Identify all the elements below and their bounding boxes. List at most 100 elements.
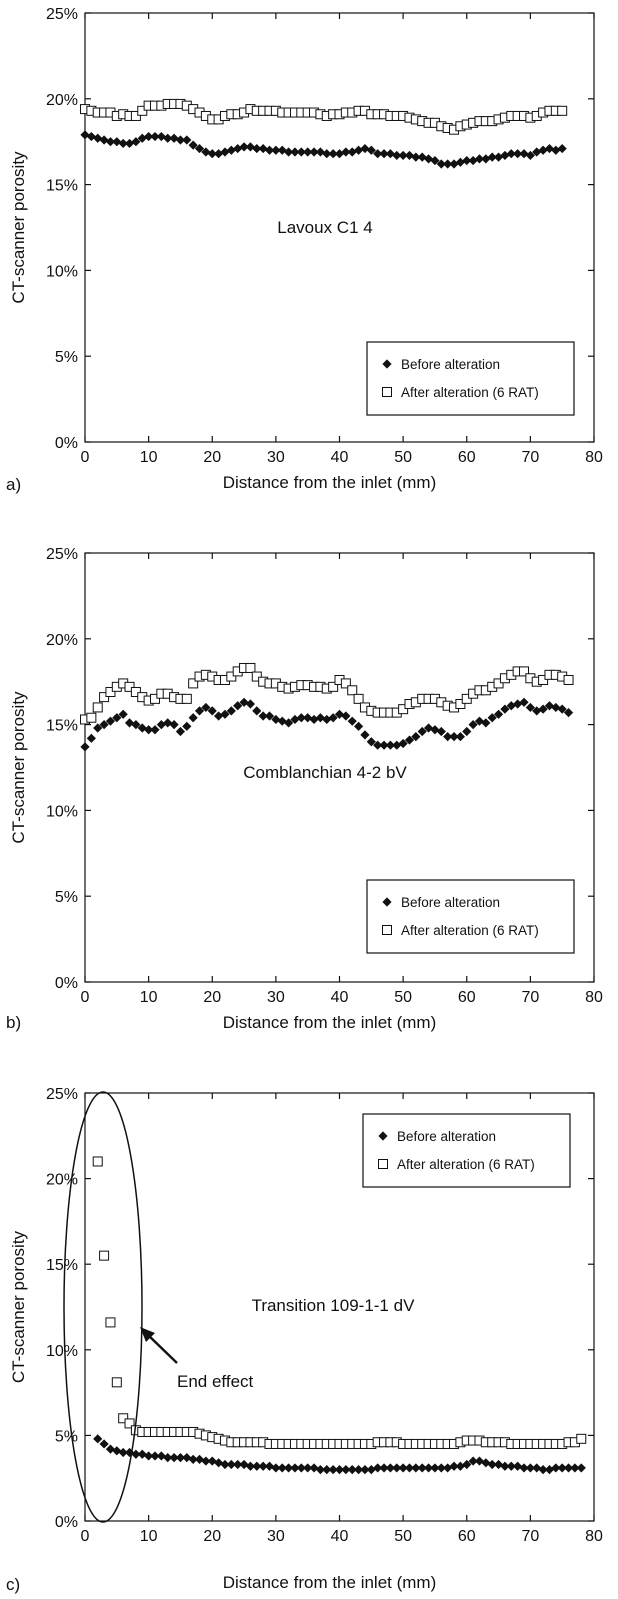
data-point-before: [513, 149, 523, 159]
data-point-before: [112, 713, 122, 723]
data-point-before: [252, 706, 262, 716]
data-point-after: [538, 674, 549, 685]
y-tick-label: 10%: [46, 1343, 78, 1360]
x-tick-label: 80: [585, 449, 603, 466]
legend-label: Before alteration: [397, 1129, 496, 1144]
data-point-before: [226, 145, 236, 155]
data-point-before: [277, 1463, 287, 1473]
data-point-before: [214, 1458, 224, 1468]
data-point-before: [398, 150, 408, 161]
y-tick-label: 20%: [46, 92, 78, 109]
data-point-before: [532, 706, 542, 716]
data-point-before: [373, 1463, 383, 1473]
data-point-after: [557, 105, 568, 116]
data-point-after: [188, 678, 199, 689]
data-point-before: [417, 726, 427, 737]
data-point-before: [131, 720, 141, 730]
data-point-before: [303, 1463, 313, 1473]
x-tick-label: 20: [203, 1528, 221, 1545]
data-point-before: [544, 143, 555, 154]
data-point-before: [233, 1459, 243, 1470]
data-point-before: [252, 143, 262, 154]
data-point-before: [93, 723, 103, 733]
data-point-before: [353, 1465, 364, 1475]
data-point-before: [506, 1461, 516, 1471]
series-after-alteration: [80, 662, 574, 725]
data-point-before: [137, 133, 147, 143]
data-point-before: [284, 1463, 294, 1473]
data-point-before: [353, 145, 364, 155]
data-point-before: [80, 130, 90, 140]
end-effect-label: End effect: [177, 1372, 254, 1391]
data-point-before: [99, 135, 109, 145]
data-point-before: [398, 1463, 408, 1473]
data-point-before: [137, 723, 147, 733]
data-point-before: [417, 152, 427, 162]
data-point-before: [156, 720, 166, 730]
data-point-before: [105, 137, 116, 147]
data-point-before: [385, 149, 395, 159]
data-point-after: [99, 1250, 110, 1261]
legend-marker-square: [382, 387, 392, 397]
legend-label: Before alteration: [401, 895, 500, 910]
data-point-before: [86, 733, 96, 743]
data-point-before: [163, 133, 173, 143]
data-point-after: [181, 693, 192, 704]
data-point-before: [315, 1465, 326, 1475]
data-point-before: [194, 143, 205, 154]
data-point-before: [233, 701, 243, 711]
legend-box: [366, 879, 575, 954]
x-tick-label: 30: [267, 449, 285, 466]
data-point-after: [149, 693, 160, 704]
data-point-before: [112, 137, 122, 147]
data-point-before: [239, 142, 249, 152]
data-point-before: [334, 1465, 345, 1475]
data-point-before: [360, 1465, 370, 1475]
x-tick-label: 70: [521, 449, 539, 466]
data-point-after: [130, 110, 141, 121]
data-point-before: [379, 149, 389, 159]
x-tick-label: 40: [331, 989, 349, 1006]
legend-box: [362, 1113, 571, 1188]
data-point-before: [366, 1465, 376, 1475]
data-point-before: [233, 143, 243, 154]
data-point-before: [462, 1459, 472, 1470]
data-point-before: [144, 1451, 154, 1461]
panel-label: b): [6, 1013, 21, 1032]
x-tick-label: 0: [81, 1528, 90, 1545]
data-point-before: [493, 1459, 504, 1470]
data-point-before: [271, 1463, 281, 1473]
x-tick-label: 50: [394, 989, 412, 1006]
data-point-before: [163, 718, 173, 728]
data-point-before: [449, 1461, 459, 1471]
data-point-before: [487, 713, 497, 723]
series-before-alteration: [93, 1434, 586, 1475]
x-tick-label: 60: [458, 1528, 476, 1545]
data-point-before: [207, 1456, 217, 1466]
data-point-before: [481, 1458, 491, 1468]
data-point-before: [277, 145, 287, 155]
data-point-before: [513, 699, 523, 709]
chart-title: Transition 109-1-1 dV: [252, 1296, 416, 1315]
data-point-after: [92, 702, 103, 713]
y-tick-label: 5%: [55, 1428, 78, 1445]
data-point-before: [156, 131, 166, 142]
data-point-before: [124, 718, 135, 728]
x-tick-label: 60: [458, 449, 476, 466]
chart-panel-1: 0% 5% 10% 15% 20% 25% 0 10 20 30 40 50 60 70 80 Distanc…: [6, 6, 603, 494]
data-point-before: [557, 704, 567, 714]
data-point-before: [118, 709, 128, 719]
data-point-before: [443, 732, 453, 742]
data-point-before: [296, 713, 306, 723]
data-point-before: [360, 143, 370, 154]
data-point-before: [493, 152, 504, 162]
data-point-before: [430, 1463, 440, 1473]
data-point-before: [334, 709, 345, 719]
data-point-before: [239, 1459, 249, 1470]
data-point-before: [538, 145, 548, 155]
data-point-before: [360, 730, 370, 740]
data-point-after: [99, 692, 110, 703]
data-point-before: [118, 1447, 128, 1458]
data-point-after: [124, 681, 135, 692]
data-point-before: [443, 159, 453, 169]
